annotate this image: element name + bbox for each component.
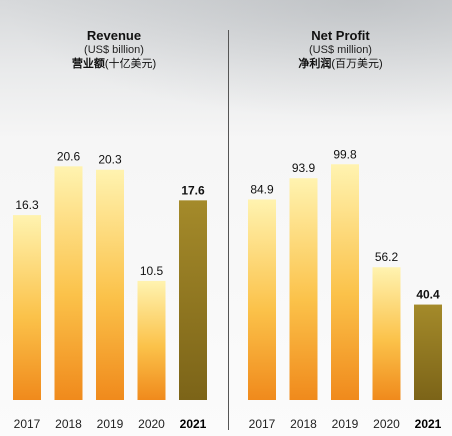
revenue-year-label-2021: 2021 [180, 417, 207, 431]
net-profit-year-label-2018: 2018 [290, 417, 317, 431]
net-profit-value-label-2021: 40.4 [416, 288, 440, 302]
revenue-bar-2018 [54, 166, 83, 400]
net-profit-bar-2019 [331, 164, 359, 400]
net-profit-year-label-2019: 2019 [332, 417, 359, 431]
net-profit-unit: (US$ million) [309, 44, 372, 56]
panel-divider [228, 30, 229, 430]
net-profit-bar-2017 [248, 199, 276, 400]
revenue-value-label-2017: 16.3 [15, 198, 39, 212]
revenue-value-label-2018: 20.6 [57, 149, 81, 163]
net-profit-title-cn-line: 净利润(百万美元) [229, 57, 452, 71]
net-profit-bar-2021 [414, 304, 442, 400]
revenue-unit: (US$ billion) [84, 44, 144, 56]
revenue-bar-2017 [13, 215, 41, 400]
revenue-year-label-2018: 2018 [55, 417, 82, 431]
net-profit-title: Net Profit [311, 28, 370, 43]
net-profit-bar-chart: 84.9 2017 93.9 2018 99.8 2019 56.2 2020 40.4 2021 [248, 147, 442, 431]
revenue-year-label-2017: 2017 [14, 417, 41, 431]
net-profit-titles: Net Profit (US$ million) 净利润(百万美元) [229, 28, 452, 71]
net-profit-value-label-2020: 56.2 [375, 250, 399, 264]
net-profit-year-label-2021: 2021 [415, 417, 442, 431]
revenue-value-label-2019: 20.3 [98, 153, 122, 167]
revenue-year-label-2019: 2019 [97, 417, 124, 431]
revenue-bar-chart: 16.3 2017 20.6 2018 20.3 2019 10.5 2020 17.6 2021 [13, 149, 207, 431]
revenue-value-label-2020: 10.5 [140, 264, 164, 278]
net-profit-value-label-2018: 93.9 [292, 161, 316, 175]
revenue-title: Revenue [86, 28, 142, 43]
revenue-panel: Revenue (US$ billion) 营业额(十亿美元) 16.3 2017… [0, 28, 228, 431]
net-profit-panel: Net Profit (US$ million) 净利润(百万美元) 84.9 2… [229, 0, 452, 436]
net-profit-unit-cn: (百万美元) [331, 58, 383, 70]
net-profit-bar-2020 [372, 267, 401, 400]
revenue-titles: Revenue (US$ billion) 营业额(十亿美元) [0, 28, 228, 71]
revenue-title-cn: 营业额 [71, 58, 105, 70]
revenue-value-label-2021: 17.6 [181, 183, 205, 197]
revenue-bar-2019 [96, 169, 124, 400]
net-profit-value-label-2019: 99.8 [333, 147, 357, 161]
revenue-unit-cn: (十亿美元) [104, 58, 157, 70]
revenue-title-cn-line: 营业额(十亿美元) [0, 57, 228, 71]
net-profit-year-label-2017: 2017 [249, 417, 276, 431]
net-profit-year-label-2020: 2020 [373, 417, 400, 431]
net-profit-bar-2018 [289, 178, 318, 400]
revenue-bar-2021 [179, 200, 207, 400]
revenue-year-label-2020: 2020 [138, 417, 165, 431]
net-profit-value-label-2017: 84.9 [250, 182, 274, 196]
net-profit-title-cn: 净利润 [298, 58, 332, 70]
background-photo-overlay [0, 0, 452, 120]
revenue-bar-2020 [137, 280, 166, 400]
